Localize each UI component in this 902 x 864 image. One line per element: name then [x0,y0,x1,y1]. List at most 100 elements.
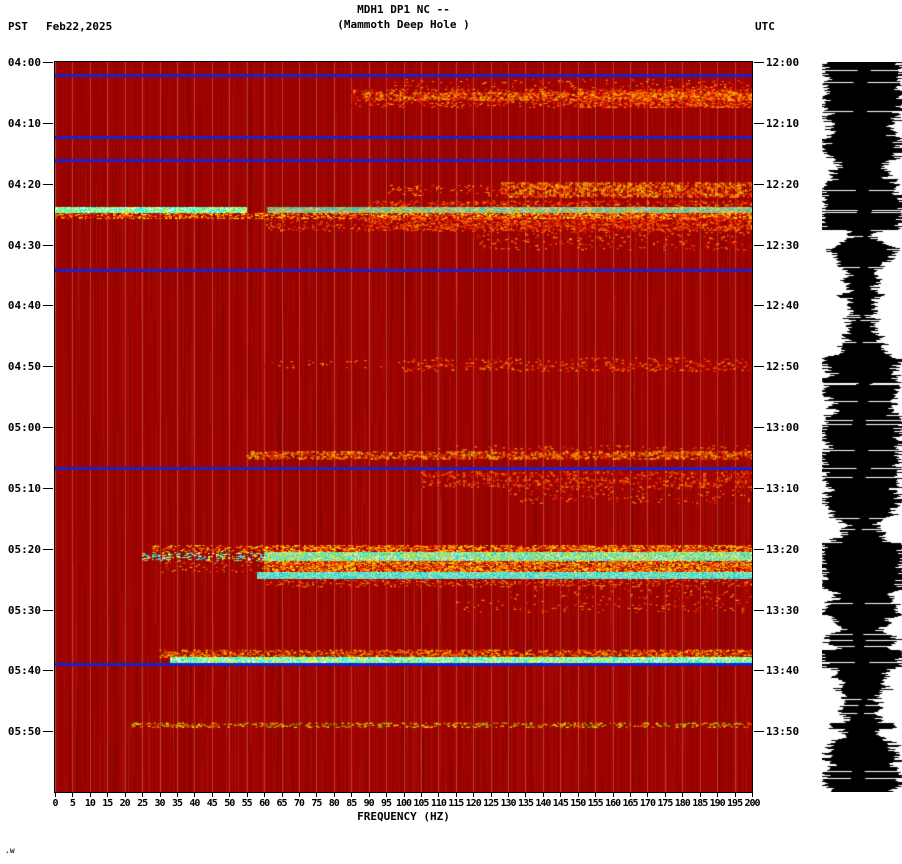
freq-tick-label: 165 [622,798,638,809]
freq-tick [508,793,510,797]
freq-tick [194,793,196,797]
freq-tick [455,793,457,797]
left-time-label: 05:40 [7,664,41,678]
freq-tick [420,793,422,797]
freq-tick-label: 60 [259,798,270,809]
freq-tick [403,793,405,797]
freq-tick-label: 160 [605,798,621,809]
freq-tick [525,793,527,797]
footer-mark: .w [5,846,15,855]
freq-tick [664,793,666,797]
left-time-label: 05:20 [7,542,41,556]
freq-tick [229,793,231,797]
freq-tick [176,793,178,797]
right-time-label: 12:00 [766,56,800,69]
freq-tick [351,793,353,797]
right-time-label: 13:40 [766,664,800,678]
freq-tick-label: 75 [311,798,322,809]
freq-tick-label: 35 [171,798,183,809]
right-time-tick [754,731,764,733]
freq-tick-label: 65 [276,798,287,809]
right-time-tick [754,62,764,63]
freq-tick [734,793,736,797]
right-time-tick [754,487,764,489]
right-time-tick [754,122,764,124]
freq-tick [333,793,335,797]
freq-tick-label: 5 [69,798,76,809]
freq-tick-label: 130 [500,798,517,809]
plot-titles: MDH1 DP1 NC -- (Mammoth Deep Hole ) [55,2,752,32]
left-time-tick [43,731,53,733]
timezone-right-label: UTC [755,20,775,33]
freq-tick-label: 70 [293,798,305,809]
freq-tick-label: 190 [709,798,726,809]
right-time-label: 12:10 [766,116,800,130]
freq-tick [630,793,632,797]
left-time-label: 05:10 [7,481,41,495]
left-time-tick [43,487,53,489]
left-time-label: 04:50 [7,360,41,374]
freq-tick [699,793,701,797]
freq-tick-label: 140 [535,798,551,809]
right-time-label: 13:00 [766,421,800,434]
freq-tick-label: 180 [674,798,691,809]
right-time-tick [754,183,764,185]
right-time-label: 13:20 [766,542,800,556]
freq-tick [577,793,579,797]
freq-tick [560,793,562,797]
freq-tick [159,793,161,797]
timezone-left-label: PST [8,20,28,33]
freq-tick-label: 115 [448,798,464,809]
right-time-tick [754,244,764,246]
left-time-label: 05:30 [7,603,41,617]
freq-tick [752,793,753,797]
right-time-label: 13:30 [766,603,800,617]
freq-tick-label: 55 [241,798,253,809]
right-time-label: 13:10 [766,481,800,495]
left-time-tick [43,427,53,428]
freq-tick [542,793,544,797]
freq-tick [595,793,597,797]
freq-tick-label: 100 [395,798,412,809]
left-time-label: 04:10 [7,116,41,130]
freq-tick-label: 145 [552,798,569,809]
freq-tick-label: 10 [84,798,96,809]
freq-tick-label: 20 [119,798,131,809]
left-time-tick [43,548,53,550]
freq-tick [682,793,684,797]
spectrogram-plot-frame [54,61,753,793]
freq-tick-label: 45 [206,798,218,809]
freq-tick [281,793,283,797]
freq-tick-label: 105 [413,798,429,809]
freq-tick [298,793,300,797]
freq-tick [438,793,440,797]
left-time-label: 05:00 [7,421,41,434]
freq-tick [55,793,56,797]
freq-tick-label: 135 [517,798,534,809]
freq-tick-label: 80 [328,798,340,809]
freq-tick [72,793,74,797]
freq-tick-label: 120 [465,798,482,809]
left-time-label: 04:40 [7,299,41,313]
left-time-label: 04:20 [7,177,41,191]
freq-tick [124,793,126,797]
freq-tick [264,793,266,797]
left-time-tick [43,609,53,611]
freq-tick [107,793,109,797]
freq-tick-label: 25 [137,798,148,809]
freq-tick-label: 200 [744,798,760,809]
freq-tick [211,793,213,797]
freq-tick-label: 150 [570,798,586,809]
freq-tick [89,793,91,797]
freq-tick [246,793,248,797]
freq-tick-label: 40 [189,798,200,809]
freq-tick-label: 185 [692,798,708,809]
freq-tick [490,793,492,797]
right-time-tick [754,670,764,672]
freq-tick-label: 90 [363,798,375,809]
freq-tick [717,793,719,797]
freq-tick-label: 195 [727,798,743,809]
right-time-label: 13:50 [766,725,800,739]
left-time-tick [43,122,53,124]
left-time-tick [43,366,53,368]
